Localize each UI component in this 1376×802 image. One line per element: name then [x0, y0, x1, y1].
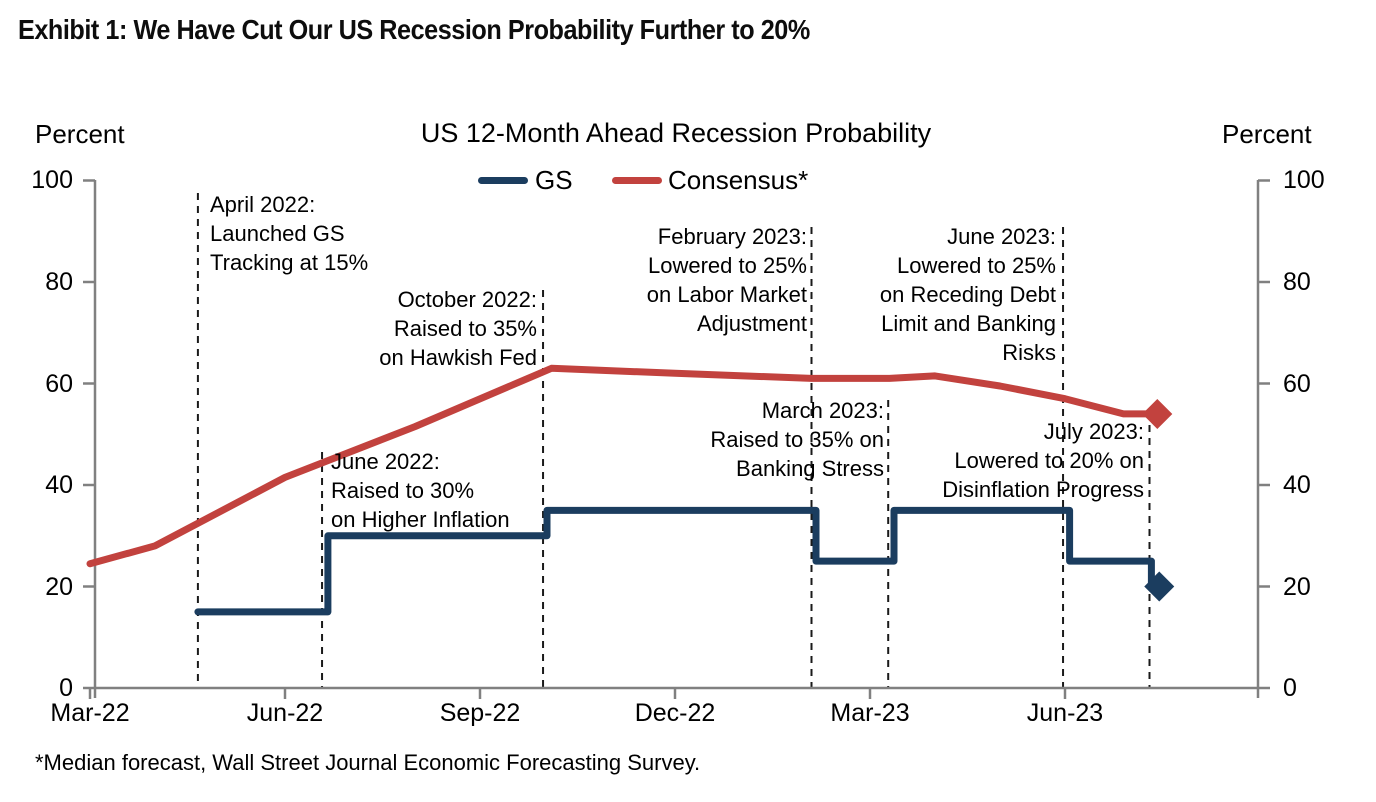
chart-title: US 12-Month Ahead Recession Probability — [420, 118, 932, 148]
x-tick-mar-22: Mar-22 — [50, 699, 130, 727]
legend-consensus-line-swatch — [612, 177, 662, 184]
consensus-end-diamond-marker — [1142, 398, 1173, 429]
annotation-june-2022: June 2022: Raised to 30% on Higher Infla… — [331, 449, 510, 532]
y-tick-right-0: 0 — [1283, 674, 1297, 702]
y-tick-right-80: 80 — [1283, 268, 1311, 296]
x-tick-jun-22: Jun-22 — [246, 699, 324, 727]
annotation-october-2022: October 2022: Raised to 35% on Hawkish F… — [379, 287, 537, 370]
annotation-april-2022: April 2022: Launched GS Tracking at 15% — [210, 192, 369, 275]
annotation-june-2023: June 2023: Lowered to 25% on Receding De… — [879, 224, 1056, 365]
annotation-july-2023: July 2023: Lowered to 20% on Disinflatio… — [942, 419, 1144, 502]
y-tick-right-60: 60 — [1283, 370, 1311, 398]
y-tick-left-40: 40 — [45, 471, 73, 499]
annotation-march-2023: March 2023: Raised to 35% on Banking Str… — [710, 398, 884, 481]
x-tick-jun-23: Jun-23 — [1026, 699, 1104, 727]
legend-consensus-label: Consensus* — [668, 165, 809, 195]
x-tick-mar-23: Mar-23 — [830, 699, 910, 727]
y-axis-unit-left: Percent — [35, 119, 125, 149]
legend-gs-line-swatch — [478, 177, 528, 184]
y-tick-right-100: 100 — [1283, 166, 1325, 194]
gs-line — [194, 506, 1163, 616]
y-tick-left-0: 0 — [59, 674, 73, 702]
y-tick-left-20: 20 — [45, 573, 73, 601]
y-tick-left-60: 60 — [45, 370, 73, 398]
y-tick-left-100: 100 — [31, 166, 73, 194]
exhibit-title: Exhibit 1: We Have Cut Our US Recession … — [18, 14, 810, 45]
x-tick-dec-22: Dec-22 — [634, 699, 716, 727]
footnote: *Median forecast, Wall Street Journal Ec… — [35, 750, 701, 775]
consensus-line — [86, 364, 1161, 568]
gs-end-diamond-marker — [1144, 571, 1175, 602]
y-tick-right-20: 20 — [1283, 573, 1311, 601]
legend-gs-label: GS — [535, 165, 573, 195]
y-axis-unit-right: Percent — [1222, 119, 1312, 149]
annotation-february-2023: February 2023: Lowered to 25% on Labor M… — [646, 224, 807, 336]
x-tick-sep-22: Sep-22 — [439, 699, 521, 727]
y-tick-right-40: 40 — [1283, 471, 1311, 499]
y-tick-left-80: 80 — [45, 268, 73, 296]
